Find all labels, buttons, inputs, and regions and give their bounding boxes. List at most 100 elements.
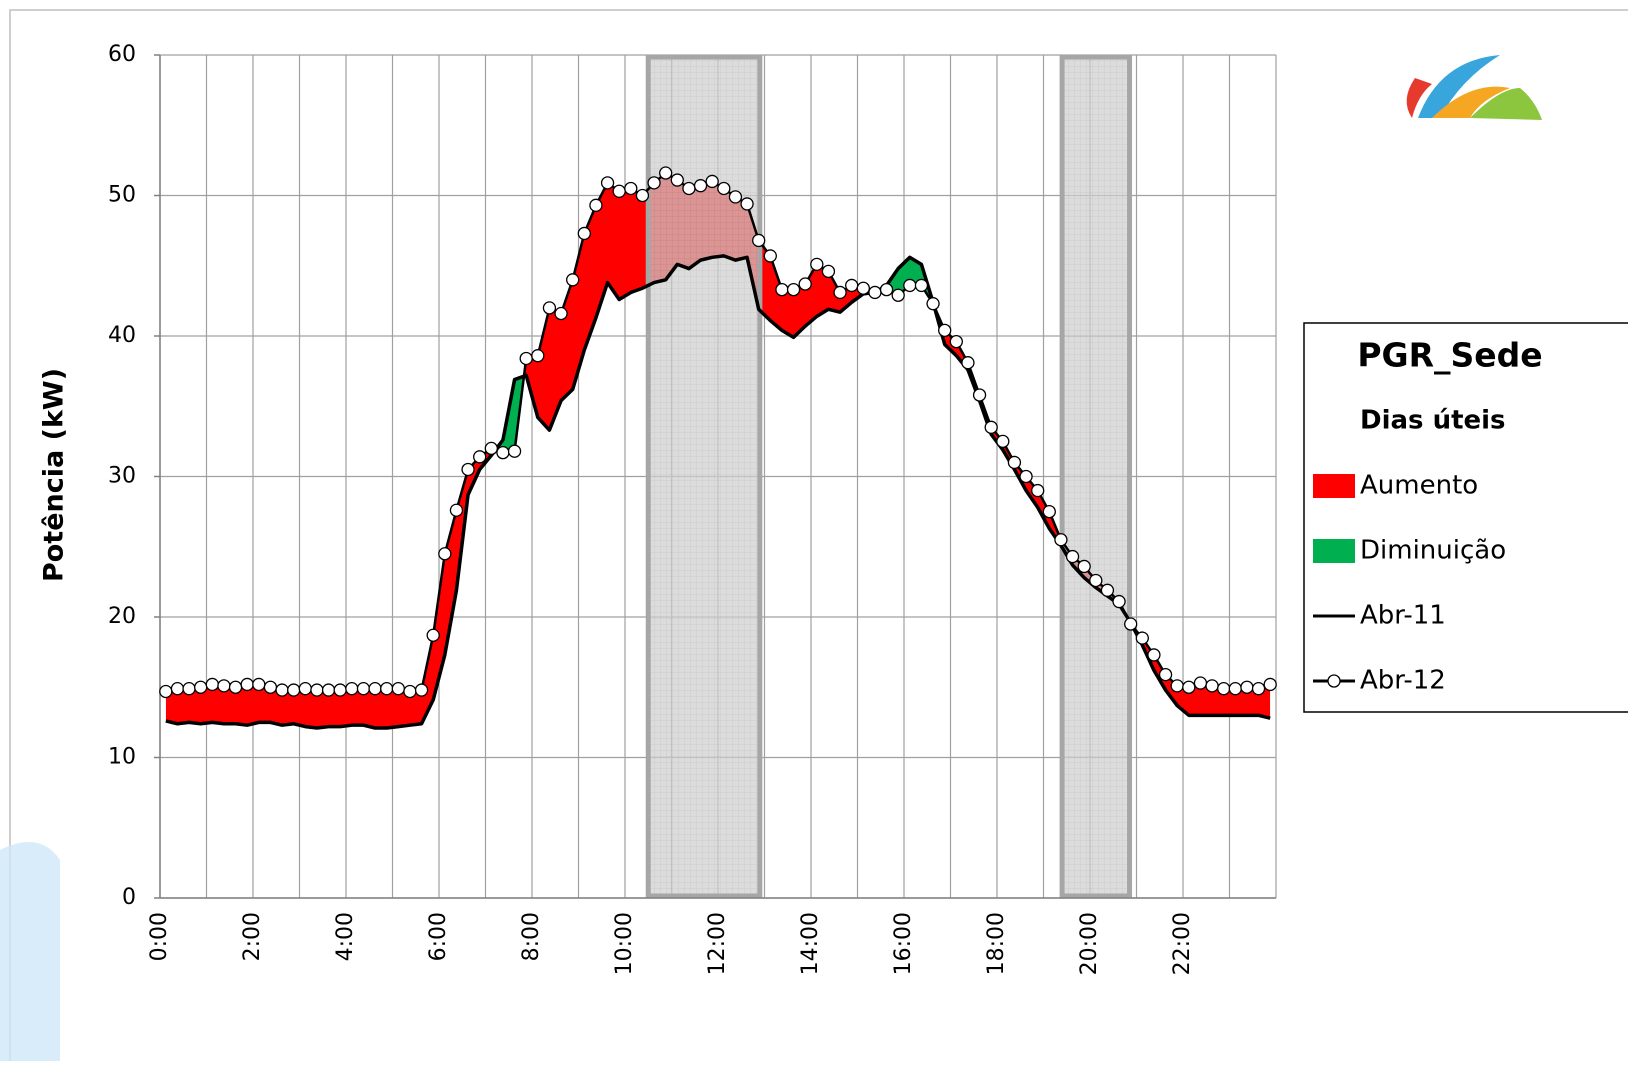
- point-marker: [740, 197, 754, 211]
- y-tick-label: 30: [108, 464, 136, 489]
- point-marker: [1077, 559, 1091, 574]
- point-marker: [798, 277, 812, 291]
- legend: PGR_Sede Dias úteis Aumento Diminuição Abr…: [1303, 322, 1628, 713]
- point-marker: [194, 680, 208, 694]
- point-marker: [554, 306, 568, 321]
- x-tick-label: 2:00: [240, 912, 265, 961]
- point-marker: [868, 285, 882, 300]
- peak-period: [1059, 54, 1133, 899]
- point-marker: [252, 677, 266, 692]
- x-tick-label: 22:00: [1170, 912, 1195, 975]
- point-marker: [845, 278, 859, 293]
- point-marker: [938, 323, 952, 338]
- point-marker: [1042, 504, 1056, 519]
- y-tick-label: 40: [108, 323, 136, 348]
- point-marker: [624, 181, 638, 196]
- point-marker: [728, 190, 743, 204]
- x-tick-label: 16:00: [891, 912, 916, 975]
- legend-swatch: [1313, 539, 1355, 563]
- point-marker: [879, 282, 894, 297]
- point-marker: [426, 628, 440, 642]
- point-marker: [903, 278, 917, 293]
- legend-label: Aumento: [1360, 471, 1478, 501]
- frame: [9, 9, 1628, 1065]
- point-marker: [310, 683, 324, 697]
- x-tick-label: 8:00: [519, 912, 544, 961]
- point-marker: [589, 198, 603, 212]
- point-marker: [263, 680, 278, 694]
- point-marker: [856, 281, 870, 295]
- x-tick-label: 4:00: [333, 912, 358, 961]
- point-marker: [531, 349, 545, 363]
- point-marker: [984, 420, 998, 434]
- y-tick-label: 20: [108, 604, 136, 629]
- point-marker: [949, 334, 963, 349]
- point-marker: [473, 450, 487, 464]
- point-marker: [298, 682, 312, 696]
- legend-marker: [1327, 674, 1341, 688]
- point-marker: [926, 297, 940, 311]
- point-marker: [775, 282, 789, 297]
- point-marker: [1193, 676, 1208, 690]
- point-marker: [693, 179, 708, 193]
- point-marker: [566, 273, 580, 287]
- point-marker: [682, 181, 696, 196]
- point-marker: [1182, 680, 1196, 694]
- point-marker: [1112, 594, 1126, 609]
- point-marker: [1135, 631, 1149, 645]
- point-marker: [961, 356, 975, 370]
- legend-box: [1303, 322, 1628, 713]
- point-marker: [1054, 533, 1068, 547]
- point-marker: [414, 683, 429, 697]
- point-marker: [821, 264, 836, 279]
- point-marker: [635, 188, 650, 203]
- point-marker: [914, 278, 929, 293]
- point-marker: [368, 682, 382, 696]
- y-axis-title: Potência (kW): [39, 368, 70, 582]
- point-marker: [810, 257, 824, 271]
- point-marker: [996, 434, 1010, 449]
- point-marker: [752, 233, 766, 248]
- point-marker: [717, 181, 731, 196]
- point-marker: [240, 677, 254, 692]
- y-tick-label: 60: [108, 42, 136, 67]
- point-marker: [1251, 682, 1266, 696]
- point-marker: [1158, 667, 1173, 682]
- point-marker: [659, 166, 673, 180]
- point-marker: [1007, 455, 1022, 470]
- y-tick-label: 50: [108, 183, 136, 208]
- point-marker: [972, 388, 987, 402]
- x-tick-label: 14:00: [798, 912, 823, 975]
- legend-label: Abr-11: [1360, 601, 1446, 631]
- point-marker: [1217, 682, 1231, 696]
- point-marker: [403, 684, 417, 699]
- point-marker: [600, 176, 615, 190]
- point-marker: [1228, 682, 1242, 696]
- point-marker: [1065, 549, 1080, 564]
- x-tick-label: 12:00: [705, 912, 730, 975]
- x-tick-label: 18:00: [984, 912, 1009, 975]
- point-marker: [833, 285, 847, 300]
- point-marker: [275, 683, 289, 697]
- point-marker: [182, 682, 196, 696]
- point-marker: [356, 682, 371, 696]
- point-marker: [321, 683, 336, 697]
- point-marker: [345, 682, 359, 696]
- logo: [1406, 55, 1542, 120]
- point-marker: [1147, 648, 1161, 662]
- legend-title: PGR_Sede: [1357, 336, 1542, 375]
- point-marker: [205, 677, 219, 692]
- x-tick-label: 6:00: [426, 912, 451, 961]
- point-marker: [891, 288, 905, 302]
- x-tick-label: 20:00: [1077, 912, 1102, 975]
- point-marker: [1263, 677, 1277, 692]
- point-marker: [496, 445, 510, 460]
- point-marker: [333, 683, 347, 697]
- y-tick-label: 0: [122, 885, 136, 910]
- point-marker: [217, 679, 231, 693]
- point-marker: [1205, 679, 1219, 693]
- legend-subtitle: Dias úteis: [1360, 406, 1506, 436]
- point-marker: [763, 249, 777, 263]
- x-tick-label: 10:00: [612, 912, 637, 975]
